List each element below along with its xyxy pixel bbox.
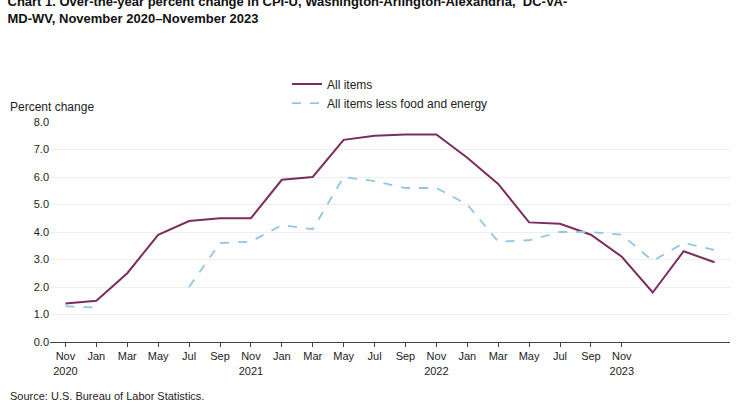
svg-text:May: May	[333, 350, 354, 362]
svg-text:Jul: Jul	[553, 350, 567, 362]
svg-text:Nov2022: Nov2022	[424, 350, 448, 376]
svg-text:Sep: Sep	[210, 350, 230, 362]
svg-text:May: May	[148, 350, 169, 362]
svg-text:4.0: 4.0	[34, 226, 49, 238]
svg-text:8.0: 8.0	[34, 116, 49, 128]
svg-text:All items: All items	[327, 78, 372, 92]
svg-text:Mar: Mar	[303, 350, 322, 362]
svg-text:Jul: Jul	[182, 350, 196, 362]
svg-text:Jan: Jan	[87, 350, 105, 362]
svg-text:Percent change: Percent change	[10, 100, 94, 114]
svg-text:Nov2021: Nov2021	[239, 350, 263, 376]
svg-text:0.0: 0.0	[34, 336, 49, 348]
svg-text:Mar: Mar	[118, 350, 137, 362]
svg-text:1.0: 1.0	[34, 308, 49, 320]
svg-text:Jul: Jul	[368, 350, 382, 362]
svg-text:5.0: 5.0	[34, 198, 49, 210]
svg-text:Source: U.S. Bureau of Labor S: Source: U.S. Bureau of Labor Statistics.	[10, 390, 204, 402]
svg-text:Mar: Mar	[489, 350, 508, 362]
svg-text:All items less food and energy: All items less food and energy	[327, 97, 487, 111]
svg-text:7.0: 7.0	[34, 143, 49, 155]
svg-text:Sep: Sep	[396, 350, 416, 362]
svg-text:6.0: 6.0	[34, 171, 49, 183]
svg-text:3.0: 3.0	[34, 253, 49, 265]
svg-text:Nov2023: Nov2023	[610, 350, 634, 376]
svg-text:Sep: Sep	[581, 350, 601, 362]
svg-text:Jan: Jan	[458, 350, 476, 362]
svg-text:Nov2020: Nov2020	[53, 350, 77, 376]
svg-text:Jan: Jan	[273, 350, 291, 362]
svg-text:May: May	[519, 350, 540, 362]
svg-text:Chart 1. Over-the-year percent: Chart 1. Over-the-year percent change in…	[8, 0, 568, 26]
svg-text:2.0: 2.0	[34, 281, 49, 293]
